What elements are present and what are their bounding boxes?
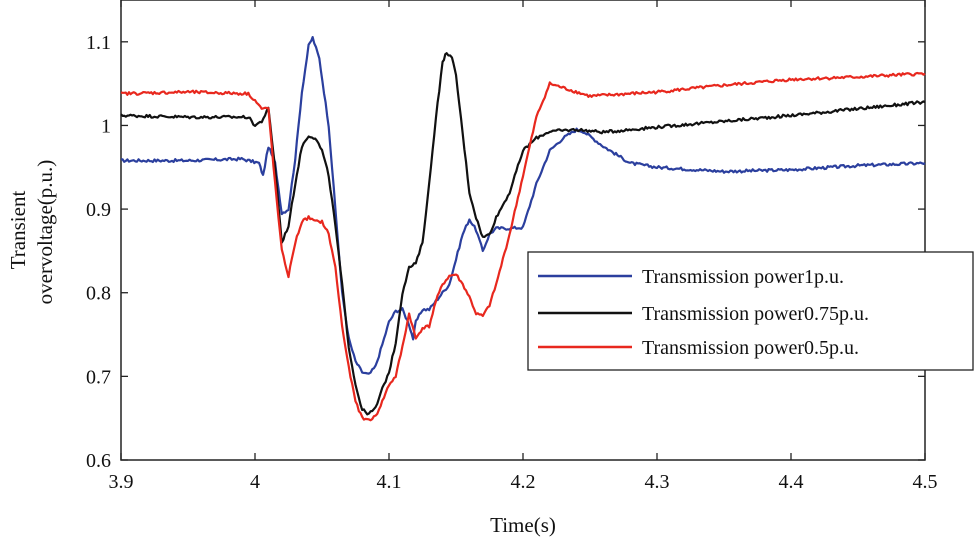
tick-labels: 3.9 4 4.1 4.2 4.3 4.4 4.5 0.6 0.7 0.8 0.9 1 1.1 <box>86 32 938 493</box>
series-line-1 <box>120 35 926 375</box>
x-tick-label: 4.2 <box>511 471 536 493</box>
plot-frame <box>120 0 926 461</box>
legend: Transmission power1p.u. Transmission pow… <box>527 251 974 371</box>
x-tick-label: 4.3 <box>645 471 670 493</box>
axis-ticks <box>120 0 926 461</box>
x-tick-label: 4.1 <box>377 471 402 493</box>
legend-label-series-1: Transmission power1p.u. <box>642 266 844 288</box>
series-line-3 <box>120 71 926 422</box>
x-tick-label: 4 <box>250 471 260 493</box>
y-axis-label-line2: overvoltage(p.u.) <box>33 160 57 305</box>
series-lines <box>120 35 926 422</box>
y-tick-label: 0.8 <box>86 283 111 305</box>
legend-label-series-2: Transmission power0.75p.u. <box>642 303 869 325</box>
legend-label-series-3: Transmission power0.5p.u. <box>642 337 859 359</box>
y-tick-label: 0.6 <box>86 450 111 472</box>
x-axis-label: Time(s) <box>490 513 556 537</box>
y-axis-label-line1: Transient <box>6 191 30 270</box>
y-tick-label: 0.9 <box>86 199 111 221</box>
legend-box <box>527 251 974 371</box>
y-tick-label: 1 <box>101 115 111 137</box>
x-tick-label: 4.4 <box>779 471 804 493</box>
y-tick-label: 1.1 <box>86 32 111 54</box>
x-tick-label: 3.9 <box>109 471 134 493</box>
x-tick-label: 4.5 <box>913 471 938 493</box>
y-tick-label: 0.7 <box>86 366 111 388</box>
